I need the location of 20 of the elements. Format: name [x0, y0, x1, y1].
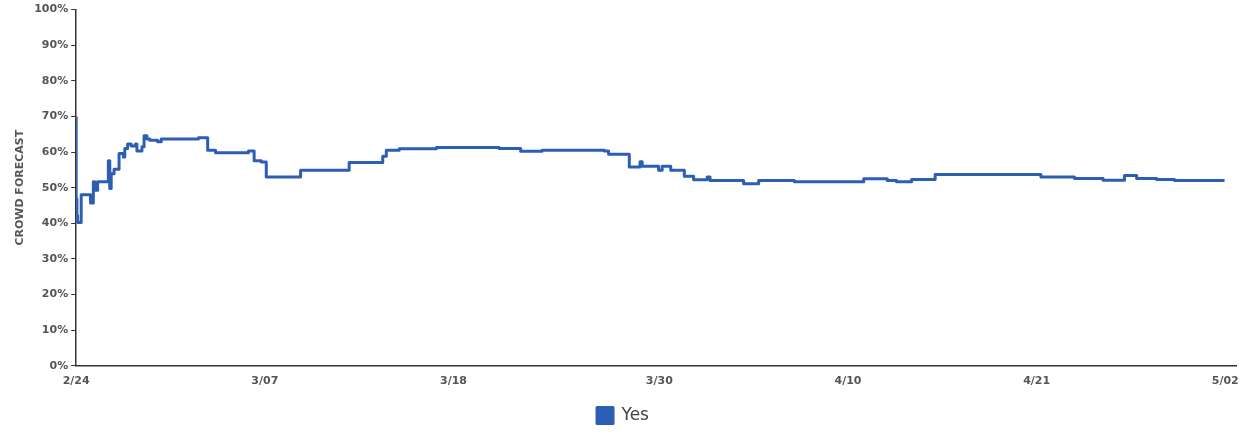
y-tick-label: 90%: [41, 38, 69, 52]
x-tick-label: 4/10: [834, 374, 862, 388]
y-tick-label: 20%: [41, 287, 69, 301]
x-tick-label: 2/24: [62, 374, 91, 388]
y-tick-label: 80%: [41, 73, 69, 87]
y-tick-label: 10%: [41, 323, 69, 337]
legend-label: Yes: [620, 403, 650, 424]
y-tick-label: 70%: [41, 109, 69, 123]
y-tick-label: 30%: [41, 251, 69, 265]
y-tick-label: 0%: [49, 358, 69, 372]
y-axis-title: CROWD FORECAST: [13, 129, 27, 246]
y-tick-label: 40%: [41, 216, 69, 230]
x-tick-label: 3/18: [440, 374, 467, 388]
x-tick-label: 3/30: [645, 374, 674, 388]
x-tick-label: 3/07: [251, 374, 279, 388]
x-tick-label: 4/21: [1023, 374, 1051, 388]
y-tick-label: 60%: [41, 144, 69, 158]
y-tick-label: 100%: [34, 2, 69, 16]
y-tick-label: 50%: [41, 180, 69, 194]
x-tick-label: 5/02: [1211, 374, 1239, 388]
